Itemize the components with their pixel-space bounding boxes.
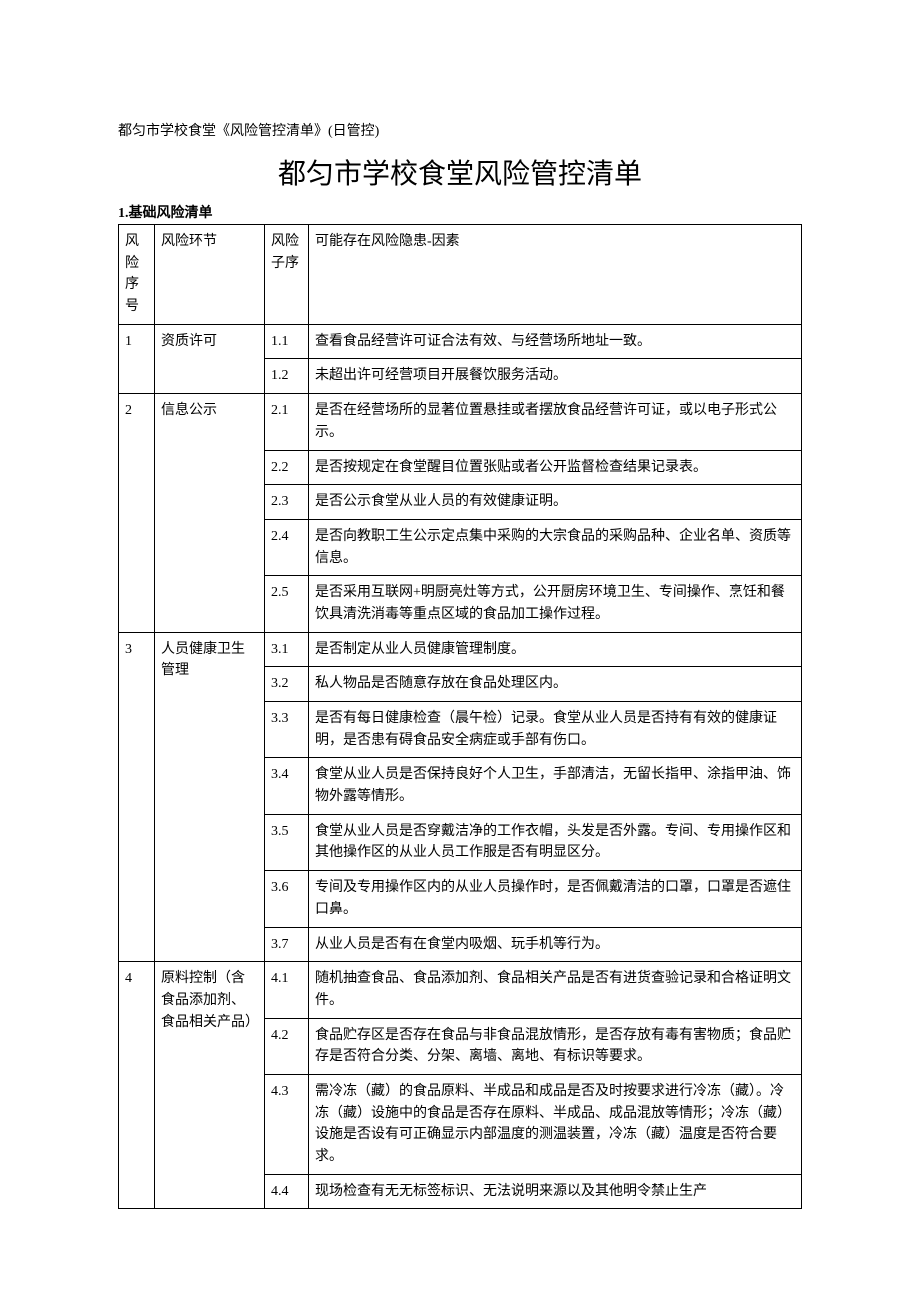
cell-risk-link: 资质许可: [155, 324, 265, 393]
cell-sub-no: 4.1: [265, 962, 309, 1018]
col-factor: 可能存在风险隐患-因素: [309, 225, 802, 325]
cell-sub-no: 4.4: [265, 1174, 309, 1209]
col-risk-link: 风险环节: [155, 225, 265, 325]
cell-factor-text: 现场检查有无无标签标识、无法说明来源以及其他明令禁止生产: [309, 1174, 802, 1209]
main-title: 都匀市学校食堂风险管控清单: [118, 152, 802, 192]
table-row: 3人员健康卫生管理3.1是否制定从业人员健康管理制度。: [119, 632, 802, 667]
cell-sub-no: 3.3: [265, 702, 309, 758]
cell-factor-text: 需冷冻（藏）的食品原料、半成品和成品是否及时按要求进行冷冻（藏）。冷冻（藏）设施…: [309, 1074, 802, 1174]
cell-sub-no: 3.2: [265, 667, 309, 702]
cell-sub-no: 2.4: [265, 519, 309, 575]
cell-sub-no: 3.4: [265, 758, 309, 814]
risk-table: 风险序号 风险环节 风险子序 可能存在风险隐患-因素 1资质许可1.1查看食品经…: [118, 224, 802, 1209]
cell-factor-text: 是否有每日健康检查（晨午检）记录。食堂从业人员是否持有有效的健康证明，是否患有碍…: [309, 702, 802, 758]
cell-risk-no: 1: [119, 324, 155, 393]
cell-sub-no: 2.1: [265, 394, 309, 450]
cell-sub-no: 2.2: [265, 450, 309, 485]
table-row: 1资质许可1.1查看食品经营许可证合法有效、与经营场所地址一致。: [119, 324, 802, 359]
cell-sub-no: 3.6: [265, 871, 309, 927]
cell-sub-no: 3.1: [265, 632, 309, 667]
cell-sub-no: 3.5: [265, 814, 309, 870]
cell-risk-link: 原料控制（含食品添加剂、食品相关产品）: [155, 962, 265, 1209]
cell-sub-no: 3.7: [265, 927, 309, 962]
cell-risk-no: 3: [119, 632, 155, 962]
table-row: 2信息公示2.1是否在经营场所的显著位置悬挂或者摆放食品经营许可证，或以电子形式…: [119, 394, 802, 450]
cell-sub-no: 4.2: [265, 1018, 309, 1074]
cell-factor-text: 食品贮存区是否存在食品与非食品混放情形，是否存放有毒有害物质；食品贮存是否符合分…: [309, 1018, 802, 1074]
cell-factor-text: 专间及专用操作区内的从业人员操作时，是否佩戴清洁的口罩，口罩是否遮住口鼻。: [309, 871, 802, 927]
cell-risk-no: 4: [119, 962, 155, 1209]
cell-factor-text: 是否在经营场所的显著位置悬挂或者摆放食品经营许可证，或以电子形式公示。: [309, 394, 802, 450]
cell-factor-text: 从业人员是否有在食堂内吸烟、玩手机等行为。: [309, 927, 802, 962]
cell-sub-no: 4.3: [265, 1074, 309, 1174]
cell-factor-text: 是否制定从业人员健康管理制度。: [309, 632, 802, 667]
col-factor-prefix: 可能存在风险隐患-: [315, 234, 432, 249]
cell-factor-text: 是否向教职工生公示定点集中采购的大宗食品的采购品种、企业名单、资质等信息。: [309, 519, 802, 575]
table-row: 4原料控制（含食品添加剂、食品相关产品）4.1随机抽查食品、食品添加剂、食品相关…: [119, 962, 802, 1018]
cell-sub-no: 1.2: [265, 359, 309, 394]
cell-sub-no: 2.5: [265, 576, 309, 632]
table-header-row: 风险序号 风险环节 风险子序 可能存在风险隐患-因素: [119, 225, 802, 325]
cell-factor-text: 食堂从业人员是否保持良好个人卫生，手部清洁，无留长指甲、涂指甲油、饰物外露等情形…: [309, 758, 802, 814]
cell-factor-text: 是否采用互联网+明厨亮灶等方式，公开厨房环境卫生、专间操作、烹饪和餐饮具清洗消毒…: [309, 576, 802, 632]
section-label-text: 基础风险清单: [129, 206, 213, 221]
cell-factor-text: 是否公示食堂从业人员的有效健康证明。: [309, 485, 802, 520]
section-label: 1.基础风险清单: [118, 202, 802, 222]
col-risk-no: 风险序号: [119, 225, 155, 325]
pre-title: 都匀市学校食堂《风险管控清单》(日管控): [118, 120, 802, 140]
cell-factor-text: 查看食品经营许可证合法有效、与经营场所地址一致。: [309, 324, 802, 359]
cell-factor-text: 未超出许可经营项目开展餐饮服务活动。: [309, 359, 802, 394]
section-label-prefix: 1.: [118, 206, 129, 221]
cell-factor-text: 食堂从业人员是否穿戴洁净的工作衣帽，头发是否外露。专间、专用操作区和其他操作区的…: [309, 814, 802, 870]
col-factor-suffix: 因素: [432, 234, 460, 249]
cell-risk-link: 人员健康卫生管理: [155, 632, 265, 962]
cell-risk-no: 2: [119, 394, 155, 633]
cell-factor-text: 私人物品是否随意存放在食品处理区内。: [309, 667, 802, 702]
cell-factor-text: 是否按规定在食堂醒目位置张贴或者公开监督检查结果记录表。: [309, 450, 802, 485]
col-sub-no: 风险子序: [265, 225, 309, 325]
cell-sub-no: 1.1: [265, 324, 309, 359]
document-page: 都匀市学校食堂《风险管控清单》(日管控) 都匀市学校食堂风险管控清单 1.基础风…: [0, 0, 920, 1249]
cell-sub-no: 2.3: [265, 485, 309, 520]
cell-factor-text: 随机抽查食品、食品添加剂、食品相关产品是否有进货查验记录和合格证明文件。: [309, 962, 802, 1018]
cell-risk-link: 信息公示: [155, 394, 265, 633]
